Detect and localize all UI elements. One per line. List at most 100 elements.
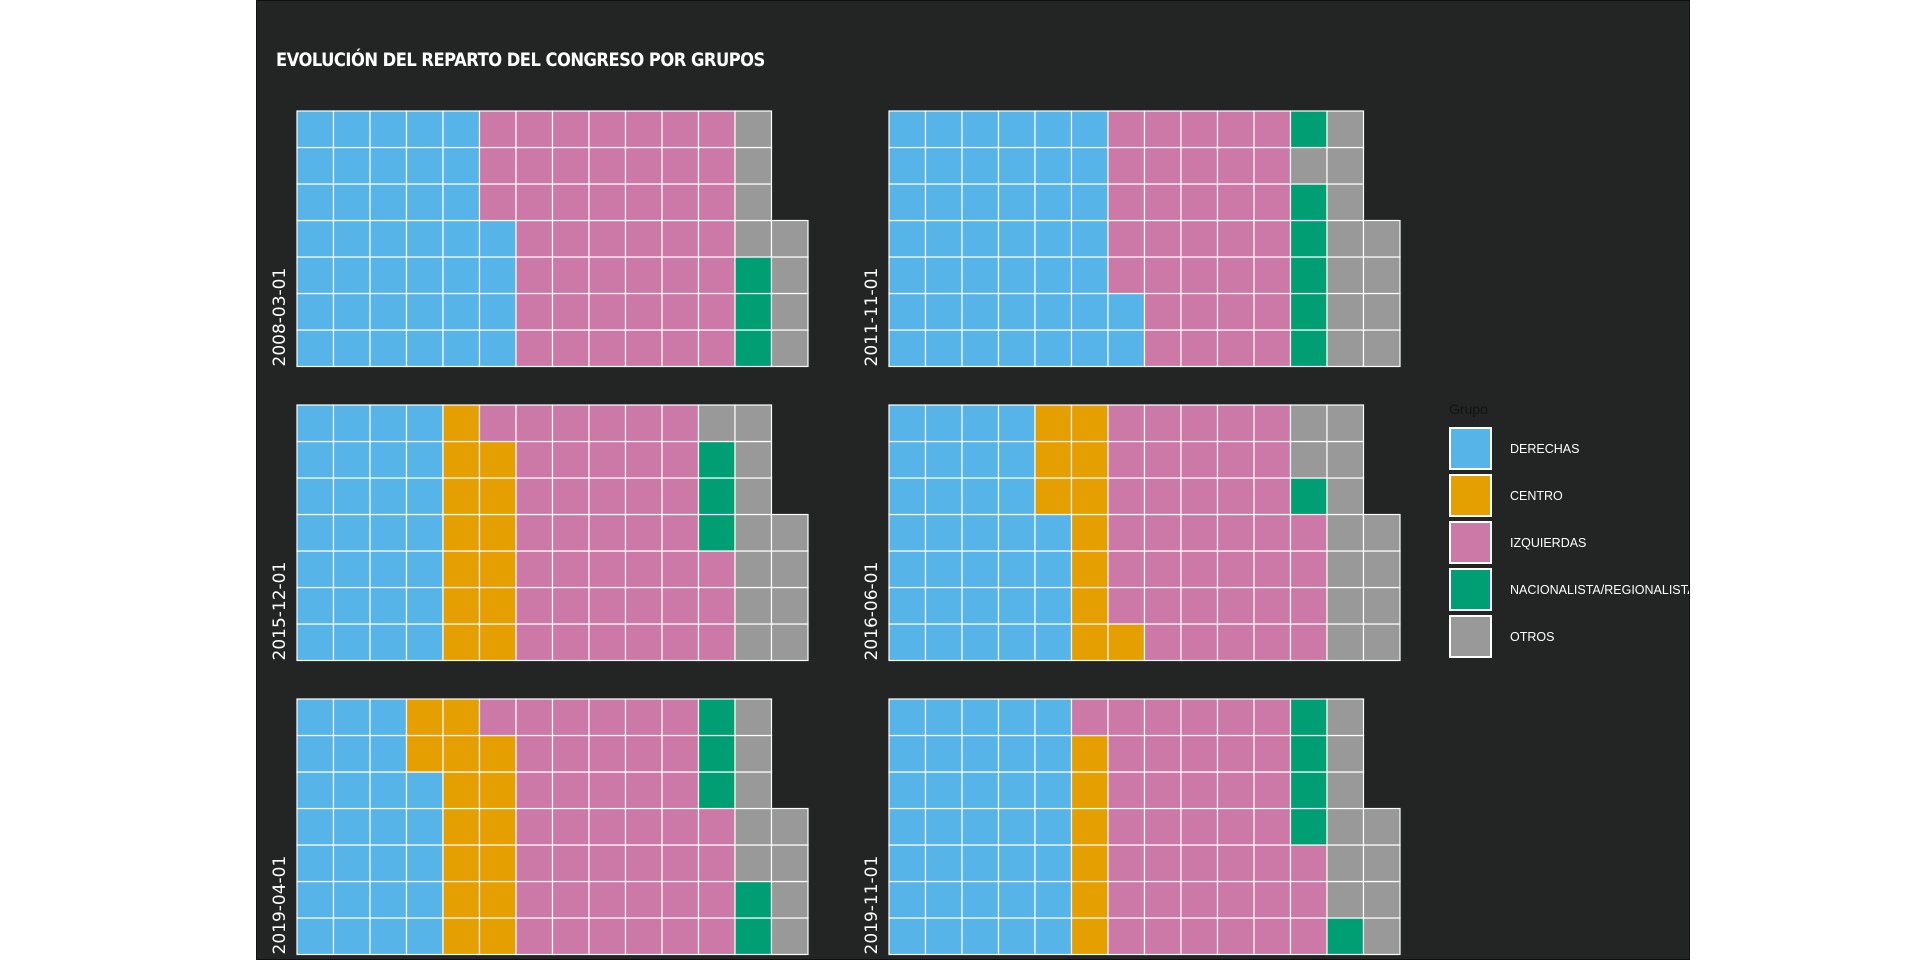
waffle-tile-izquierdas <box>515 404 554 443</box>
waffle-tile-derechas <box>296 329 335 368</box>
waffle-tile-izquierdas <box>1216 550 1255 589</box>
waffle-tile-centro <box>1070 807 1109 846</box>
waffle-tile-izquierdas <box>1143 698 1182 737</box>
waffle-tile-izquierdas <box>1107 734 1146 773</box>
waffle-tile-izquierdas <box>1216 698 1255 737</box>
waffle-tile-izquierdas <box>1253 586 1292 625</box>
waffle-tile-derechas <box>442 329 481 368</box>
waffle-tile-izquierdas <box>551 844 590 883</box>
waffle-tile-otros <box>1362 586 1401 625</box>
facet-label: 2011-11-01 <box>862 268 882 367</box>
waffle-tile-centro <box>1034 440 1073 479</box>
waffle-tile-izquierdas <box>1289 917 1328 956</box>
waffle-tile-derechas <box>369 623 408 662</box>
waffle-tile-izquierdas <box>1180 698 1219 737</box>
waffle-tile-izquierdas <box>1216 734 1255 773</box>
waffle-tile-izquierdas <box>515 623 554 662</box>
waffle-tile-izquierdas <box>1143 844 1182 883</box>
waffle-tile-centro <box>478 844 517 883</box>
waffle-tile-centro <box>478 623 517 662</box>
waffle-tile-izquierdas <box>624 550 663 589</box>
waffle-tile-izquierdas <box>1253 734 1292 773</box>
waffle-tile-izquierdas <box>588 586 627 625</box>
waffle-tile-izquierdas <box>478 110 517 149</box>
waffle-tile-derechas <box>888 880 927 919</box>
waffle-tile-otros <box>734 219 773 258</box>
waffle-tile-izquierdas <box>624 844 663 883</box>
legend-label-centro: CENTRO <box>1510 488 1563 503</box>
waffle-tile-izquierdas <box>1180 513 1219 552</box>
waffle-tile-izquierdas <box>551 440 590 479</box>
waffle-tile-otros <box>734 550 773 589</box>
waffle-tile-derechas <box>405 623 444 662</box>
waffle-tile-otros <box>1326 440 1365 479</box>
waffle-tile-centro <box>1107 623 1146 662</box>
waffle-tile-derechas <box>888 734 927 773</box>
waffle-tile-izquierdas <box>1180 807 1219 846</box>
waffle-tile-izquierdas <box>588 623 627 662</box>
waffle-tile-derechas <box>997 440 1036 479</box>
waffle-tile-derechas <box>1034 623 1073 662</box>
waffle-tile-derechas <box>332 183 371 222</box>
waffle-tile-izquierdas <box>1180 256 1219 295</box>
waffle-tile-derechas <box>369 807 408 846</box>
waffle-tile-izquierdas <box>624 440 663 479</box>
waffle-tile-nacionalista-regionalista <box>1289 734 1328 773</box>
waffle-tile-izquierdas <box>661 550 700 589</box>
waffle-tile-izquierdas <box>1253 440 1292 479</box>
waffle-tile-derechas <box>888 844 927 883</box>
waffle-tile-otros <box>770 329 809 368</box>
waffle-tile-izquierdas <box>1107 440 1146 479</box>
waffle-tile-derechas <box>442 110 481 149</box>
waffle-tile-otros <box>1362 807 1401 846</box>
waffle-tile-izquierdas <box>515 440 554 479</box>
waffle-tile-derechas <box>332 477 371 516</box>
waffle-tile-izquierdas <box>1143 734 1182 773</box>
waffle-tile-otros <box>734 771 773 810</box>
waffle-tile-izquierdas <box>515 477 554 516</box>
waffle-tile-derechas <box>1034 256 1073 295</box>
waffle-tile-izquierdas <box>1289 880 1328 919</box>
waffle-tile-centro <box>1070 404 1109 443</box>
waffle-tile-izquierdas <box>515 698 554 737</box>
waffle-tile-izquierdas <box>1216 513 1255 552</box>
waffle-tile-derechas <box>332 807 371 846</box>
facet-label: 2019-11-01 <box>862 856 882 955</box>
waffle-tile-izquierdas <box>661 404 700 443</box>
waffle-tile-derechas <box>961 586 1000 625</box>
waffle-tile-nacionalista-regionalista <box>734 329 773 368</box>
waffle-tile-centro <box>1070 550 1109 589</box>
waffle-tile-derechas <box>296 440 335 479</box>
waffle-tile-derechas <box>961 256 1000 295</box>
waffle-tile-izquierdas <box>551 550 590 589</box>
waffle-tile-izquierdas <box>1107 844 1146 883</box>
waffle-tile-derechas <box>888 404 927 443</box>
waffle-tile-izquierdas <box>551 256 590 295</box>
waffle-tile-izquierdas <box>697 844 736 883</box>
waffle-tile-derechas <box>924 807 963 846</box>
waffle-tile-nacionalista-regionalista <box>734 880 773 919</box>
waffle-tile-derechas <box>332 917 371 956</box>
waffle-tile-derechas <box>961 623 1000 662</box>
waffle-tile-derechas <box>369 550 408 589</box>
waffle-tile-derechas <box>924 550 963 589</box>
waffle-tile-derechas <box>888 771 927 810</box>
waffle-tile-otros <box>1289 440 1328 479</box>
waffle-tile-derechas <box>888 440 927 479</box>
waffle-tile-centro <box>1070 734 1109 773</box>
waffle-tile-derechas <box>961 440 1000 479</box>
waffle-tile-centro <box>1070 623 1109 662</box>
waffle-tile-izquierdas <box>551 734 590 773</box>
waffle-tile-otros <box>770 513 809 552</box>
waffle-tile-izquierdas <box>697 550 736 589</box>
waffle-tile-derechas <box>888 329 927 368</box>
waffle-tile-nacionalista-regionalista <box>734 917 773 956</box>
waffle-tile-izquierdas <box>1143 256 1182 295</box>
waffle-tile-otros <box>770 256 809 295</box>
waffle-tile-derechas <box>997 550 1036 589</box>
waffle-tile-izquierdas <box>624 917 663 956</box>
waffle-tile-derechas <box>405 146 444 185</box>
waffle-tile-centro <box>478 807 517 846</box>
chart-panel: Evolución del reparto del Congreso por g… <box>256 0 1690 960</box>
waffle-tile-centro <box>442 586 481 625</box>
